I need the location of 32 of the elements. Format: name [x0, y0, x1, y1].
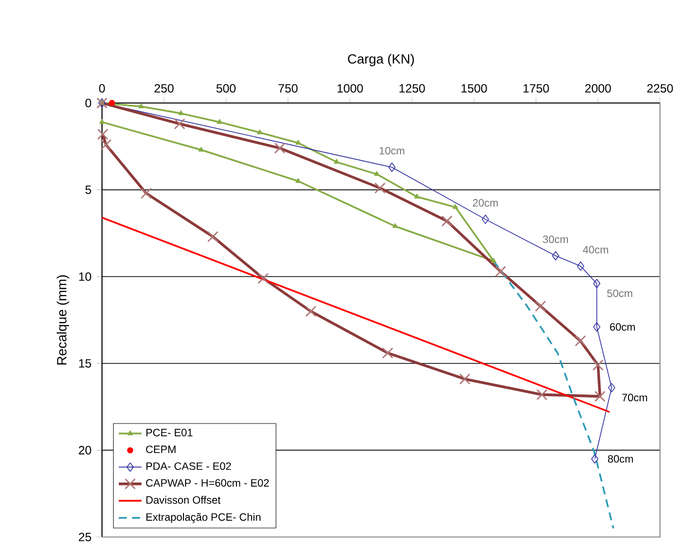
x-tick-label: 1000 [338, 84, 363, 93]
legend-label: PDA- CASE - E02 [146, 462, 231, 470]
legend-label: CEPM [146, 446, 176, 454]
y-axis-title: Recalque (mm) [56, 275, 70, 364]
legend-label: CAPWAP - H=60cm - E02 [146, 479, 269, 487]
x-axis-title: Carga (KN) [348, 54, 414, 66]
annotation: 50cm [607, 290, 632, 298]
annotation: 30cm [542, 236, 568, 244]
x-tick-label: 0 [99, 84, 105, 93]
x-tick-label: 250 [154, 84, 174, 93]
y-tick-label: 0 [85, 98, 92, 108]
x-tick-label: 2000 [585, 84, 611, 93]
annotation: 10cm [380, 146, 404, 155]
x-tick-label: 2250 [647, 84, 673, 93]
annotation: 70cm [622, 394, 648, 402]
x-tick-label: 1500 [462, 84, 487, 93]
annotation: 60cm [610, 323, 635, 331]
y-tick-label: 10 [79, 272, 92, 281]
x-tick-label: 500 [216, 84, 236, 93]
annotation: 80cm [608, 455, 633, 463]
legend-label: Davisson Offset [146, 496, 221, 504]
y-tick-label: 20 [78, 446, 92, 454]
annotation: 40cm [582, 246, 608, 254]
legend-label: Extrapolação PCE- Chin [146, 512, 260, 523]
x-tick-label: 1750 [524, 84, 549, 93]
annotation: 20cm [472, 199, 498, 207]
y-tick-label: 15 [79, 359, 92, 368]
y-tick-label: 25 [78, 532, 92, 542]
x-tick-label: 1250 [400, 84, 425, 93]
y-tick-label: 5 [85, 186, 92, 194]
legend-label: PCE- E01 [146, 428, 192, 436]
x-tick-label: 750 [278, 84, 298, 93]
